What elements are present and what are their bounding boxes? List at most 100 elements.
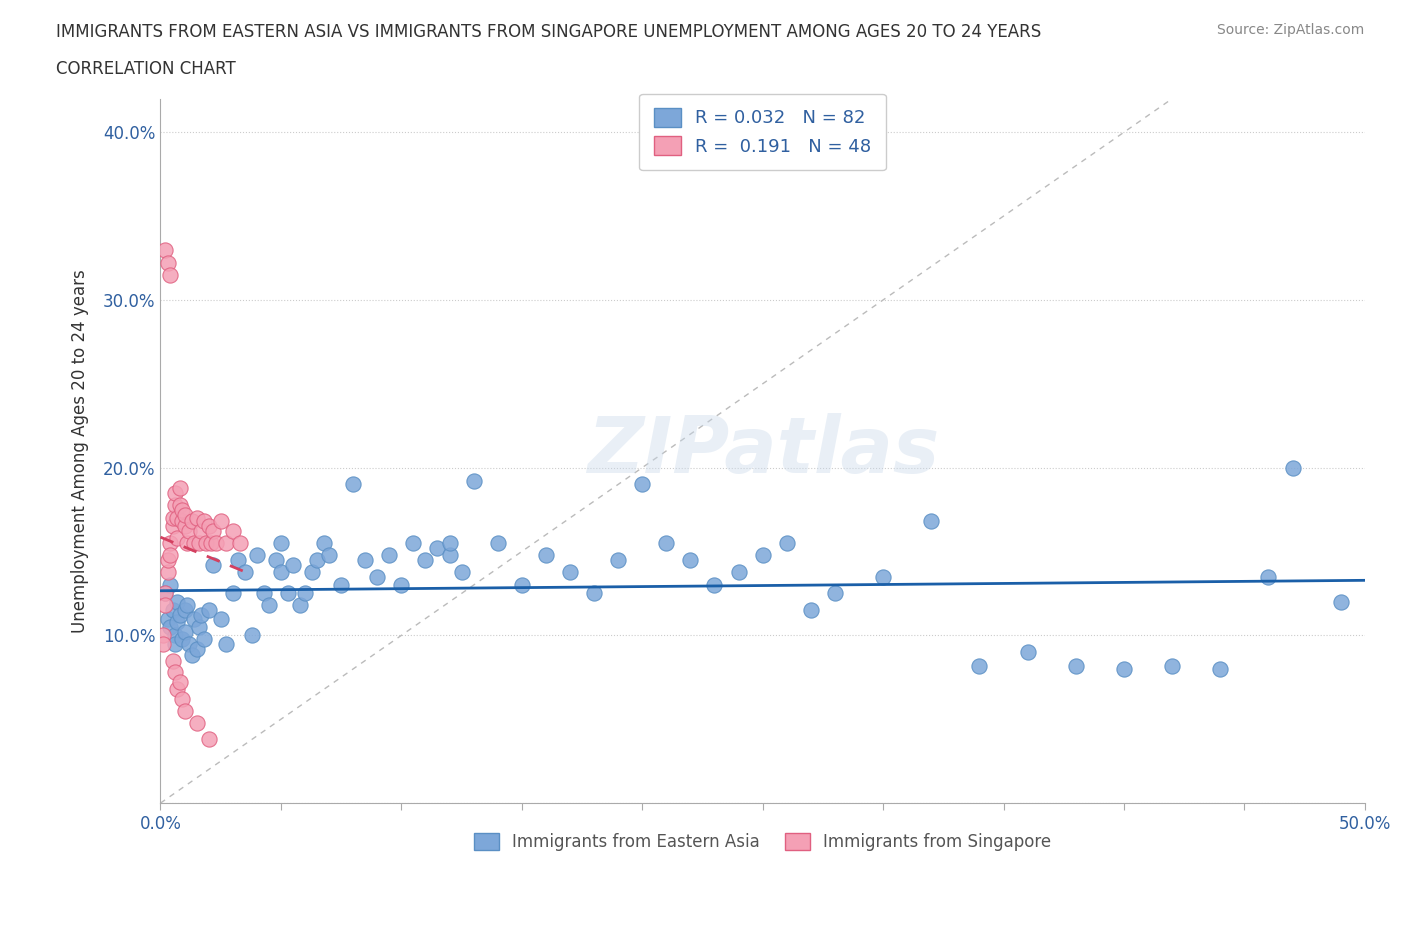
Point [1257, 569, 1279, 584]
Point [195, 536, 218, 551]
Point [172, 502, 194, 517]
Point [163, 628, 186, 643]
Point [159, 578, 181, 592]
Point [176, 598, 198, 613]
Point [607, 552, 630, 567]
Point [1330, 594, 1353, 609]
Point [1281, 460, 1303, 475]
Point [156, 256, 179, 271]
Point [155, 586, 177, 601]
Point [800, 603, 823, 618]
Point [205, 536, 228, 551]
Point [342, 477, 364, 492]
Point [156, 565, 179, 579]
Point [193, 514, 215, 529]
Point [534, 548, 557, 563]
Point [173, 603, 195, 618]
Point [240, 628, 263, 643]
Point [402, 536, 425, 551]
Point [169, 608, 191, 623]
Point [305, 552, 328, 567]
Point [277, 586, 299, 601]
Point [318, 548, 340, 563]
Point [264, 552, 287, 567]
Point [162, 519, 184, 534]
Point [188, 536, 211, 551]
Point [226, 552, 249, 567]
Point [703, 578, 725, 592]
Point [173, 519, 195, 534]
Point [679, 552, 702, 567]
Point [354, 552, 377, 567]
Point [330, 578, 353, 592]
Point [172, 692, 194, 707]
Point [257, 598, 280, 613]
Text: IMMIGRANTS FROM EASTERN ASIA VS IMMIGRANTS FROM SINGAPORE UNEMPLOYMENT AMONG AGE: IMMIGRANTS FROM EASTERN ASIA VS IMMIGRAN… [56, 23, 1042, 41]
Point [253, 586, 276, 601]
Point [214, 536, 236, 551]
Point [294, 586, 316, 601]
Point [183, 536, 205, 551]
Point [229, 536, 252, 551]
Point [776, 536, 799, 551]
Point [179, 524, 201, 538]
Point [197, 519, 219, 534]
Point [186, 511, 208, 525]
Point [727, 565, 749, 579]
Point [222, 586, 245, 601]
Point [180, 514, 202, 529]
Point [1161, 658, 1184, 673]
Point [166, 682, 188, 697]
Point [439, 536, 461, 551]
Point [156, 611, 179, 626]
Point [872, 569, 894, 584]
Point [176, 536, 198, 551]
Point [166, 594, 188, 609]
Legend: Immigrants from Eastern Asia, Immigrants from Singapore: Immigrants from Eastern Asia, Immigrants… [467, 827, 1059, 858]
Point [439, 548, 461, 563]
Point [169, 481, 191, 496]
Point [1064, 658, 1087, 673]
Point [486, 536, 509, 551]
Point [200, 536, 222, 551]
Point [156, 552, 179, 567]
Point [450, 565, 472, 579]
Point [179, 636, 201, 651]
Point [222, 524, 245, 538]
Point [152, 628, 174, 643]
Point [152, 636, 174, 651]
Point [163, 636, 186, 651]
Point [290, 598, 312, 613]
Point [969, 658, 991, 673]
Point [510, 578, 533, 592]
Point [186, 715, 208, 730]
Text: Source: ZipAtlas.com: Source: ZipAtlas.com [1216, 23, 1364, 37]
Point [173, 625, 195, 640]
Point [197, 603, 219, 618]
Point [415, 552, 437, 567]
Point [180, 648, 202, 663]
Point [426, 540, 449, 555]
Point [172, 631, 194, 646]
Point [166, 511, 188, 525]
Point [163, 485, 186, 500]
Point [190, 524, 212, 538]
Point [155, 598, 177, 613]
Point [301, 565, 323, 579]
Point [209, 514, 232, 529]
Point [183, 611, 205, 626]
Point [824, 586, 846, 601]
Point [159, 536, 181, 551]
Point [159, 267, 181, 282]
Point [246, 548, 269, 563]
Point [389, 578, 412, 592]
Point [155, 242, 177, 257]
Point [920, 514, 942, 529]
Point [169, 498, 191, 512]
Point [655, 536, 678, 551]
Point [1209, 661, 1232, 676]
Point [631, 477, 654, 492]
Point [163, 498, 186, 512]
Point [159, 619, 181, 634]
Point [366, 569, 388, 584]
